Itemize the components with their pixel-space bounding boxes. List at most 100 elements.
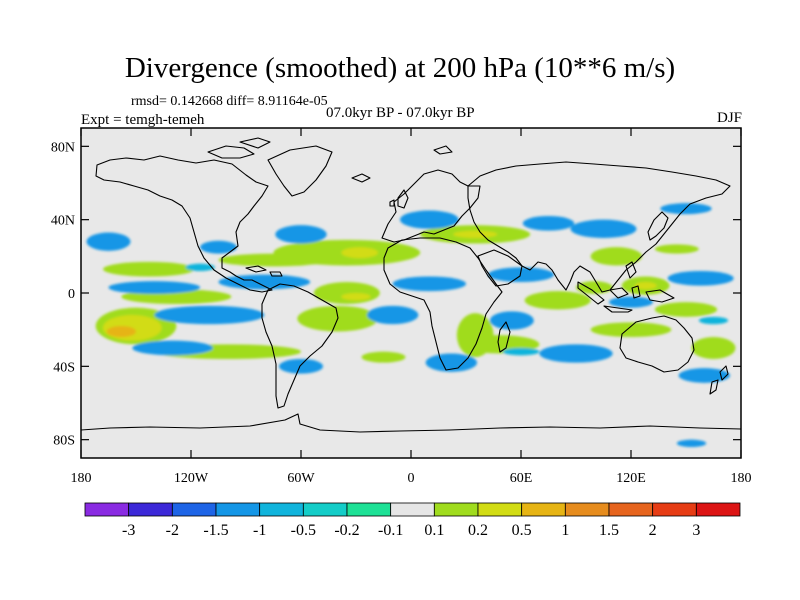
- colorbar: -3 -2 -1.5 -1 -0.5 -0.2 -0.1 0.1 0.2 0.5 1 1.5 2 3: [84, 502, 741, 539]
- field-blob: [106, 326, 136, 337]
- field-blob: [539, 344, 613, 363]
- colorbar-swatch: [477, 502, 523, 517]
- field-blob: [341, 247, 378, 259]
- colorbar-swatch: [346, 502, 392, 517]
- colorbar-swatch: [259, 502, 304, 517]
- field-blob: [609, 296, 653, 308]
- lon-tick-label: 180: [731, 471, 752, 486]
- field-blob: [698, 316, 729, 325]
- lat-tick-label: 40S: [53, 360, 75, 375]
- lon-tick-label: 120E: [616, 471, 646, 486]
- colorbar-label: -0.2: [334, 522, 359, 539]
- coastline-indonesia: [577, 261, 675, 313]
- colorbar-label: -1.5: [203, 522, 228, 539]
- coastline-arabia: [477, 249, 523, 287]
- lon-tick-label: 60W: [287, 471, 315, 486]
- field-blob: [489, 311, 534, 330]
- field-blob: [367, 305, 419, 325]
- field-blob: [590, 322, 672, 337]
- coastline-madagascar: [497, 321, 511, 353]
- coastline-asia: [467, 161, 731, 293]
- colorbar-swatch: [84, 502, 130, 517]
- field-blob: [103, 261, 195, 277]
- lat-tick-label: 40N: [51, 214, 75, 229]
- lon-tick-label: 180: [71, 471, 92, 486]
- field-blob: [132, 340, 213, 356]
- experiment-label: Expt = temgh-temeh: [81, 112, 205, 128]
- colorbar-label: 1: [561, 522, 569, 539]
- field-blob: [634, 282, 657, 290]
- field-blob: [524, 291, 591, 310]
- colorbar-label: -1: [253, 522, 266, 539]
- colorbar-swatch: [521, 502, 566, 517]
- colorbar-swatch: [171, 502, 217, 517]
- colorbar-label: 0.1: [424, 522, 444, 539]
- colorbar-label: 3: [692, 522, 700, 539]
- colorbar-swatch: [215, 502, 261, 517]
- coastline-australia: [619, 315, 695, 373]
- colorbar-label: -0.5: [291, 522, 316, 539]
- field-blob: [676, 439, 707, 448]
- field-blob: [502, 348, 540, 356]
- colorbar-swatch: [390, 502, 435, 517]
- field-blob: [341, 293, 371, 301]
- field-blob: [654, 302, 718, 317]
- coastlines: [81, 137, 741, 433]
- colorbar-label: 2: [649, 522, 657, 539]
- colorbar-swatch: [302, 502, 348, 517]
- coastline-japan: [647, 211, 669, 241]
- field-blob: [691, 337, 736, 359]
- field-blob: [570, 219, 637, 238]
- field-blob: [86, 232, 131, 251]
- lat-tick-label: 80N: [51, 140, 75, 155]
- colorbar-label: -3: [122, 522, 135, 539]
- lon-tick-label: 120W: [174, 471, 209, 486]
- coastline-new-zealand: [709, 365, 729, 395]
- map-axes: 80N 40N 0 40S 80S 180 120W 60W 0 60E 120E 180: [51, 128, 752, 486]
- field-blob: [200, 240, 237, 254]
- field-blob: [425, 353, 478, 372]
- coastline-arctic-islands: [207, 137, 271, 159]
- field-blob: [154, 305, 265, 325]
- field-blob: [488, 267, 554, 282]
- colorbar-label: -2: [166, 522, 179, 539]
- field-blob: [279, 359, 323, 374]
- coastline-greenland: [267, 145, 333, 197]
- field-blob: [392, 276, 467, 292]
- coastline-europe: [381, 169, 481, 243]
- colorbar-swatch: [433, 502, 479, 517]
- field-blob: [522, 216, 575, 231]
- field-blob: [400, 210, 459, 229]
- colorbar-label: 0.2: [468, 522, 488, 539]
- coastline-africa: [383, 237, 503, 371]
- field-blob: [667, 271, 734, 286]
- coastline-iceland: [351, 145, 453, 183]
- lat-tick-label: 0: [68, 287, 75, 302]
- coastline-antarctica: [81, 413, 741, 433]
- colorbar-label: -0.1: [378, 522, 403, 539]
- field-blob: [576, 281, 613, 294]
- field-blob: [108, 281, 201, 294]
- period-label: 07.0kyr BP - 07.0kyr BP: [326, 105, 475, 121]
- plot-title: Divergence (smoothed) at 200 hPa (10**6 …: [124, 52, 676, 84]
- lon-tick-label: 0: [408, 471, 415, 486]
- field-blob: [275, 225, 327, 244]
- coastline-north-america: [95, 155, 273, 293]
- colorbar-swatch: [608, 502, 654, 517]
- colorbar-label: 0.5: [512, 522, 532, 539]
- field-blob: [361, 351, 406, 363]
- lat-tick-label: 80S: [53, 434, 75, 449]
- field-blob: [654, 244, 699, 254]
- colorbar-label: 1.5: [599, 522, 619, 539]
- field-blob: [453, 230, 498, 238]
- coastline-british-isles: [389, 189, 409, 209]
- field-blob: [185, 263, 215, 272]
- colorbar-swatch: [652, 502, 697, 517]
- lon-tick-label: 60E: [510, 471, 533, 486]
- field-blob: [678, 368, 730, 383]
- colorbar-swatch: [564, 502, 610, 517]
- coastline-caribbean: [245, 265, 283, 277]
- stats-text: rmsd= 0.142668 diff= 8.91164e-05: [131, 94, 328, 109]
- season-label: DJF: [716, 110, 742, 126]
